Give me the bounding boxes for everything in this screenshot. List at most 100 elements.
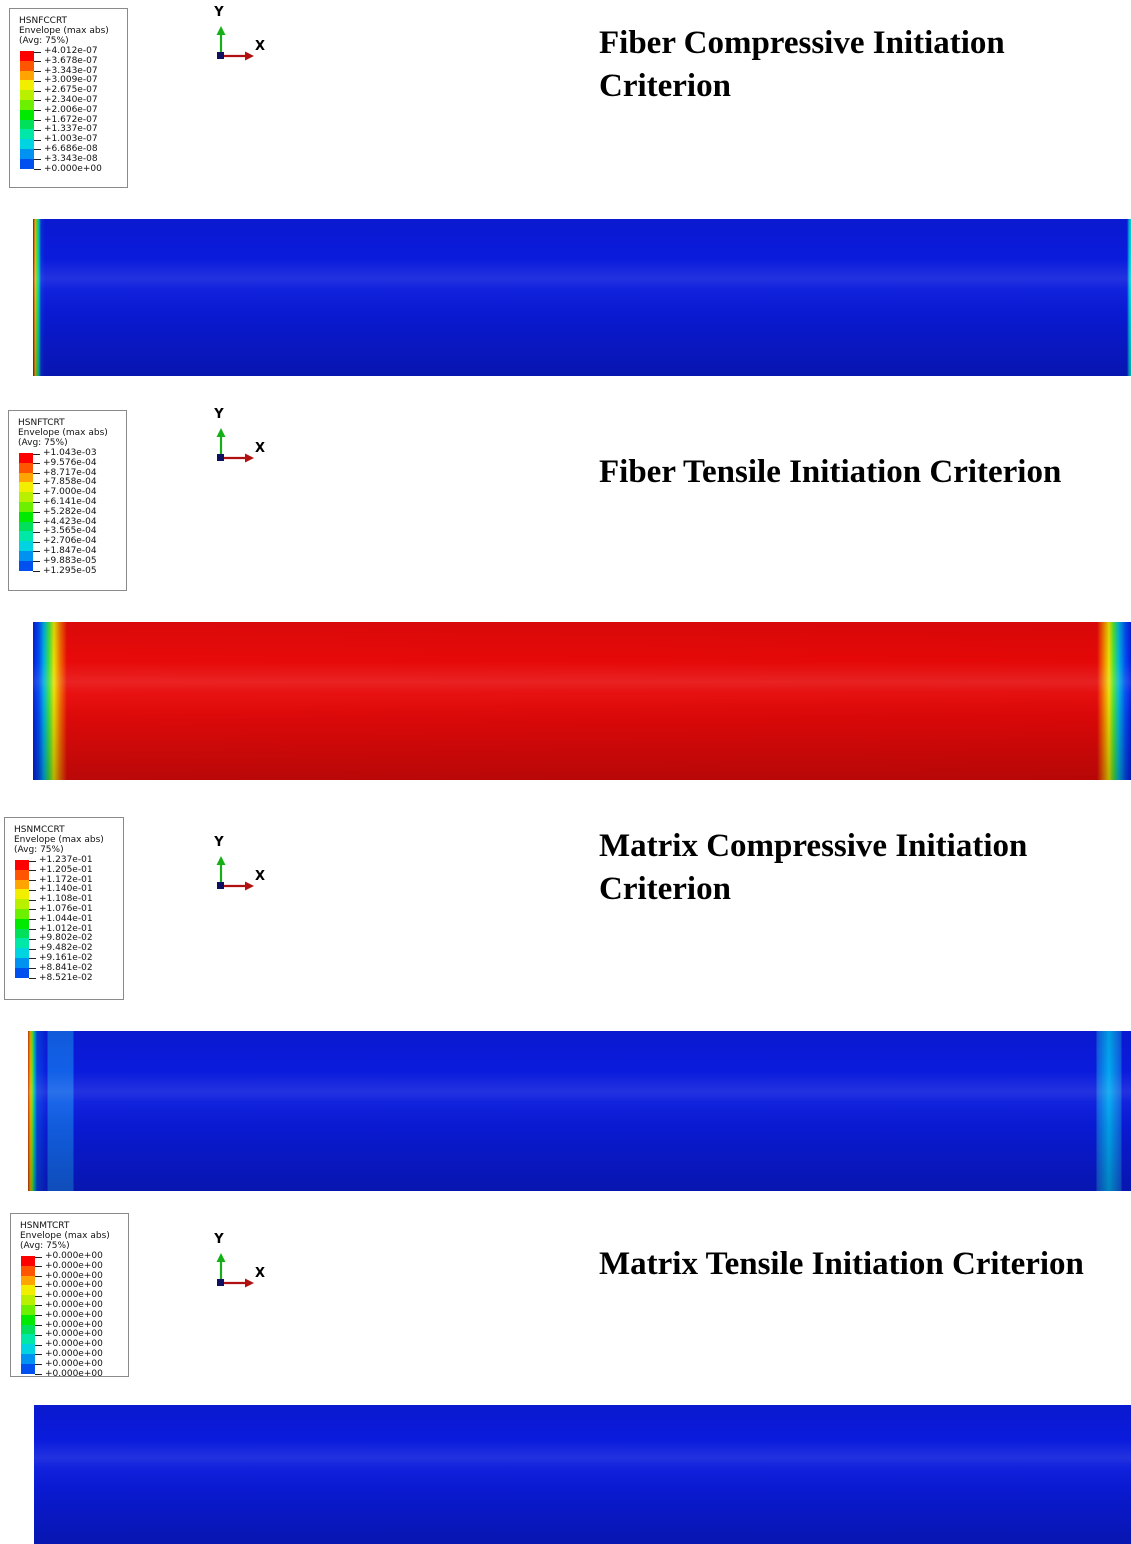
legend-swatch bbox=[15, 870, 29, 880]
legend-swatch bbox=[15, 948, 29, 958]
panel-title: Matrix Compressive Initiation Criterion bbox=[599, 825, 1027, 911]
legend-scale: +1.043e-03 +9.576e-04 +8.717e-04 +7.858e-04… bbox=[19, 449, 120, 576]
legend-swatch bbox=[19, 531, 33, 541]
axis-triad-icon bbox=[213, 1233, 263, 1293]
legend-hsnmccrt: HSNMCCRT Envelope (max abs) (Avg: 75%) +… bbox=[4, 817, 124, 1000]
legend-swatch bbox=[21, 1325, 35, 1335]
panel-title-line: Matrix Tensile Initiation Criterion bbox=[599, 1243, 1084, 1286]
legend-ticks: +0.000e+00 +0.000e+00 +0.000e+00 +0.000e+00… bbox=[35, 1252, 122, 1379]
contour-plot-fiber-compressive bbox=[33, 219, 1131, 376]
legend-swatch bbox=[19, 463, 33, 473]
axis-x-label: X bbox=[255, 869, 265, 884]
legend-swatch bbox=[21, 1344, 35, 1354]
legend-avg: (Avg: 75%) bbox=[19, 36, 121, 46]
legend-swatch bbox=[21, 1295, 35, 1305]
legend-ticks: +1.237e-01 +1.205e-01 +1.172e-01 +1.140e-01… bbox=[29, 856, 117, 983]
contour-shading bbox=[33, 622, 1131, 780]
legend-swatch bbox=[20, 61, 34, 71]
legend-swatch bbox=[19, 522, 33, 532]
legend-swatch bbox=[21, 1334, 35, 1344]
legend-swatch bbox=[20, 51, 34, 61]
legend-hsnfccrt: HSNFCCRT Envelope (max abs) (Avg: 75%) +… bbox=[9, 8, 128, 188]
legend-swatch bbox=[19, 473, 33, 483]
legend-swatch bbox=[20, 90, 34, 100]
contour-plot-matrix-tensile bbox=[34, 1405, 1131, 1544]
axis-triad-icon bbox=[213, 836, 263, 896]
legend-swatches bbox=[21, 1256, 35, 1374]
legend-swatch bbox=[19, 512, 33, 522]
legend-swatch bbox=[21, 1354, 35, 1364]
legend-swatch bbox=[19, 502, 33, 512]
legend-ticks: +4.012e-07 +3.678e-07 +3.343e-07 +3.009e-07… bbox=[34, 47, 121, 174]
legend-variable: HSNMCCRT bbox=[14, 825, 117, 835]
panel-title-line: Fiber Tensile Initiation Criterion bbox=[599, 451, 1061, 494]
legend-swatch bbox=[15, 958, 29, 968]
legend-swatch bbox=[20, 159, 34, 169]
panel-title-line: Fiber Compressive Initiation bbox=[599, 22, 1005, 65]
legend-envelope: Envelope (max abs) bbox=[18, 428, 120, 438]
legend-variable: HSNMTCRT bbox=[20, 1221, 122, 1231]
legend-swatch bbox=[20, 100, 34, 110]
contour-shading bbox=[28, 1031, 1131, 1191]
legend-swatch bbox=[20, 110, 34, 120]
contour-shading bbox=[33, 219, 1131, 376]
legend-swatches bbox=[19, 453, 33, 571]
legend-swatch bbox=[15, 880, 29, 890]
legend-swatch bbox=[20, 129, 34, 139]
axis-triad: Y X bbox=[213, 1233, 283, 1293]
legend-swatches bbox=[15, 860, 29, 978]
legend-swatches bbox=[20, 51, 34, 169]
legend-swatch bbox=[15, 899, 29, 909]
panel-title-line: Matrix Compressive Initiation bbox=[599, 825, 1027, 868]
legend-tick-label: +0.000e+00 bbox=[34, 165, 121, 175]
panel-title: Fiber Compressive Initiation Criterion bbox=[599, 22, 1005, 108]
axis-triad: Y X bbox=[213, 408, 283, 468]
legend-tick-label: +1.295e-05 bbox=[33, 567, 120, 577]
legend-hsnmtcrt: HSNMTCRT Envelope (max abs) (Avg: 75%) +… bbox=[10, 1213, 129, 1377]
contour-shading bbox=[34, 1405, 1131, 1544]
axis-triad-icon bbox=[213, 6, 263, 66]
legend-swatch bbox=[21, 1266, 35, 1276]
legend-swatch bbox=[19, 453, 33, 463]
legend-scale: +1.237e-01 +1.205e-01 +1.172e-01 +1.140e-01… bbox=[15, 856, 117, 983]
axis-triad: Y X bbox=[213, 6, 283, 66]
legend-avg: (Avg: 75%) bbox=[18, 438, 120, 448]
panel-title-line: Criterion bbox=[599, 65, 1005, 108]
axis-x-label: X bbox=[255, 441, 265, 456]
legend-swatch bbox=[15, 938, 29, 948]
legend-swatch bbox=[21, 1256, 35, 1266]
axis-triad: Y X bbox=[213, 836, 283, 896]
legend-tick-label: +8.521e-02 bbox=[29, 974, 117, 984]
legend-swatch bbox=[21, 1285, 35, 1295]
legend-swatch bbox=[21, 1276, 35, 1286]
legend-swatch bbox=[15, 909, 29, 919]
legend-swatch bbox=[21, 1315, 35, 1325]
legend-variable: HSNFTCRT bbox=[18, 418, 120, 428]
legend-avg: (Avg: 75%) bbox=[14, 845, 117, 855]
legend-hsnftcrt: HSNFTCRT Envelope (max abs) (Avg: 75%) +… bbox=[8, 410, 127, 591]
legend-swatch bbox=[19, 561, 33, 571]
legend-envelope: Envelope (max abs) bbox=[19, 26, 121, 36]
legend-swatch bbox=[20, 71, 34, 81]
legend-scale: +0.000e+00 +0.000e+00 +0.000e+00 +0.000e+00… bbox=[21, 1252, 122, 1379]
legend-tick-label: +0.000e+00 bbox=[35, 1370, 122, 1380]
legend-avg: (Avg: 75%) bbox=[20, 1241, 122, 1251]
legend-swatch bbox=[20, 149, 34, 159]
axis-x-label: X bbox=[255, 1266, 265, 1281]
legend-swatch bbox=[20, 120, 34, 130]
panel-title: Matrix Tensile Initiation Criterion bbox=[599, 1243, 1084, 1286]
legend-swatch bbox=[19, 551, 33, 561]
axis-triad-icon bbox=[213, 408, 263, 468]
legend-envelope: Envelope (max abs) bbox=[20, 1231, 122, 1241]
legend-swatch bbox=[20, 80, 34, 90]
legend-swatch bbox=[21, 1305, 35, 1315]
contour-plot-fiber-tensile bbox=[33, 622, 1131, 780]
legend-ticks: +1.043e-03 +9.576e-04 +8.717e-04 +7.858e-04… bbox=[33, 449, 120, 576]
legend-swatch bbox=[21, 1364, 35, 1374]
legend-variable: HSNFCCRT bbox=[19, 16, 121, 26]
legend-swatch bbox=[15, 968, 29, 978]
panel-title: Fiber Tensile Initiation Criterion bbox=[599, 451, 1061, 494]
legend-swatch bbox=[19, 541, 33, 551]
legend-swatch bbox=[15, 929, 29, 939]
legend-scale: +4.012e-07 +3.678e-07 +3.343e-07 +3.009e-07… bbox=[20, 47, 121, 174]
